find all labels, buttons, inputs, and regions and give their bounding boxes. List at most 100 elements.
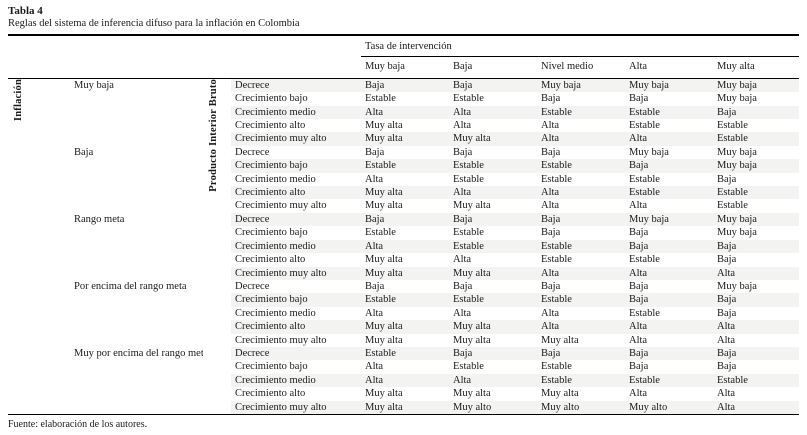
pib-level-label: Crecimiento alto [235, 254, 306, 266]
rule-value-cell: Alta [453, 307, 472, 319]
rule-value-cell: Baja [449, 346, 537, 361]
rule-value-cell: Muy alta [365, 200, 403, 212]
rule-value-cell: Baja [537, 346, 625, 361]
rule-value-cell: Estable [449, 159, 537, 173]
rule-value-cell: Baja [629, 280, 649, 292]
rule-value-cell: Alta [625, 266, 713, 280]
rule-value-cell: Muy baja [625, 212, 713, 227]
rule-value-cell: Estable [537, 293, 625, 307]
inflation-level-text: Muy baja [74, 79, 114, 91]
rule-value-cell: Baja [629, 361, 649, 373]
rule-value-cell: Alta [449, 373, 537, 388]
rule-value-cell: Muy alta [365, 334, 403, 346]
rule-value-cell: Muy alta [541, 388, 579, 400]
rule-value-cell: Baja [449, 212, 537, 227]
rule-row: Crecimiento medio Alta Alta Alta Estable Baja [8, 307, 799, 320]
span-header-row: Tasa de intervención [8, 35, 800, 58]
rule-value-cell: Muy alta [361, 400, 449, 415]
pib-level-label: Crecimiento medio [235, 173, 316, 185]
fuzzy-rules-table: Tasa de intervención Muy baja Baja Nivel… [8, 34, 800, 415]
rule-row: Crecimiento alto Muy alta Alta Alta Estable E… [8, 119, 799, 132]
rule-value-cell: Estable [537, 105, 625, 120]
column-header-muy-alta: Muy alta [713, 56, 800, 79]
rule-value-cell: Baja [713, 293, 800, 307]
pib-level-label: Crecimiento bajo [235, 93, 308, 105]
rule-value-cell: Alta [629, 334, 648, 346]
pib-level-label: Decrece [235, 280, 270, 292]
pib-level-label: Crecimiento muy alto [231, 266, 361, 280]
rule-value-cell: Estable [361, 159, 449, 173]
rule-value-cell: Baja [365, 146, 385, 158]
rule-value-cell: Muy baja [629, 146, 669, 158]
table-subtitle: Reglas del sistema de inferencia difuso … [8, 18, 300, 29]
rule-value-cell: Estable [713, 373, 800, 388]
rule-value-cell: Baja [365, 280, 385, 292]
inflation-axis-cell: Inflación [8, 78, 70, 414]
rule-value-cell: Estable [537, 373, 625, 388]
rule-value-cell: Estable [541, 361, 572, 373]
rule-value-cell: Estable [537, 239, 625, 254]
rule-row: Crecimiento bajo Estable Estable Baja Baja Mu… [8, 92, 799, 105]
rule-row: Crecimiento bajo Estable Estable Estable Baj… [8, 293, 800, 307]
pib-level-label: Crecimiento alto [231, 186, 361, 200]
rule-value-cell: Alta [537, 132, 625, 146]
rule-value-cell: Baja [541, 93, 561, 105]
rule-value-cell: Baja [361, 212, 449, 227]
rule-value-cell: Baja [713, 105, 800, 120]
rule-value-cell: Muy alta [453, 200, 491, 212]
rule-value-cell: Muy alta [453, 388, 491, 400]
source-note: Fuente: elaboración de los autores. [8, 418, 148, 430]
rule-row: Crecimiento muy alto Muy alta Muy alta Muy … [8, 334, 799, 347]
pib-level-label: Crecimiento bajo [235, 361, 308, 373]
table-body: Inflación Muy baja Producto Interior Bruto… [8, 78, 800, 415]
rule-value-cell: Estable [629, 254, 660, 266]
rule-value-cell: Alta [625, 132, 713, 146]
pib-axis-cell: Producto Interior Bruto [203, 78, 231, 414]
rule-value-cell: Alta [541, 120, 560, 132]
rule-value-cell: Muy baja [713, 212, 800, 227]
rule-row: Crecimiento medio Alta Alta Estable Estable E… [8, 373, 800, 388]
rule-value-cell: Baja [541, 280, 561, 292]
rule-row: Inflación Muy baja Producto Interior Bruto… [8, 78, 800, 192]
pib-level-label: Crecimiento bajo [231, 293, 361, 307]
rule-value-cell: Alta [365, 173, 384, 185]
rule-value-cell: Estable [713, 186, 800, 200]
rule-value-cell: Baja [537, 212, 625, 227]
pib-level-label: Crecimiento medio [231, 373, 361, 388]
rule-value-cell: Estable [541, 254, 572, 266]
rule-row: Crecimiento muy alto Muy alta Muy alta Alta… [8, 266, 800, 280]
rule-value-cell: Alta [449, 186, 537, 200]
rule-value-cell: Estable [361, 293, 449, 307]
rule-row: Crecimiento medio Alta Alta Estable Estable B… [8, 105, 800, 120]
rule-value-cell: Estable [537, 159, 625, 173]
rule-value-cell: Estable [541, 173, 572, 185]
rule-value-cell: Estable [365, 93, 396, 105]
rule-value-cell: Baja [717, 254, 737, 266]
rule-value-cell: Baja [541, 227, 561, 239]
rule-value-cell: Baja [625, 159, 713, 173]
rule-value-cell: Estable [449, 293, 537, 307]
pib-axis-label: Producto Interior Bruto [208, 78, 219, 192]
rule-value-cell: Muy alta [361, 320, 449, 334]
rule-value-cell: Muy alta [449, 320, 537, 334]
rule-value-cell: Alta [541, 200, 560, 212]
inflation-level-label: Baja [70, 146, 203, 213]
rule-value-cell: Muy alto [625, 400, 713, 415]
rule-value-cell: Muy baja [713, 78, 800, 93]
rule-value-cell: Baja [629, 227, 649, 239]
rule-value-cell: Estable [713, 132, 800, 146]
rule-value-cell: Baja [541, 146, 561, 158]
rule-value-cell: Alta [717, 388, 736, 400]
rule-value-cell: Muy baja [537, 78, 625, 93]
rule-value-cell: Estable [453, 173, 484, 185]
rule-value-cell: Muy baja [717, 227, 757, 239]
pib-level-label: Decrece [231, 212, 361, 227]
rule-value-cell: Muy alto [537, 400, 625, 415]
rule-row: Crecimiento bajo Alta Estable Estable Baja Ba… [8, 360, 799, 373]
inflation-level-text: Muy por encima del rango meta [74, 347, 203, 359]
pib-level-label: Crecimiento muy alto [235, 200, 327, 212]
column-header-nivel-medio: Nivel medio [537, 56, 625, 79]
rule-value-cell: Estable [717, 120, 748, 132]
rule-value-cell: Muy alta [361, 132, 449, 146]
